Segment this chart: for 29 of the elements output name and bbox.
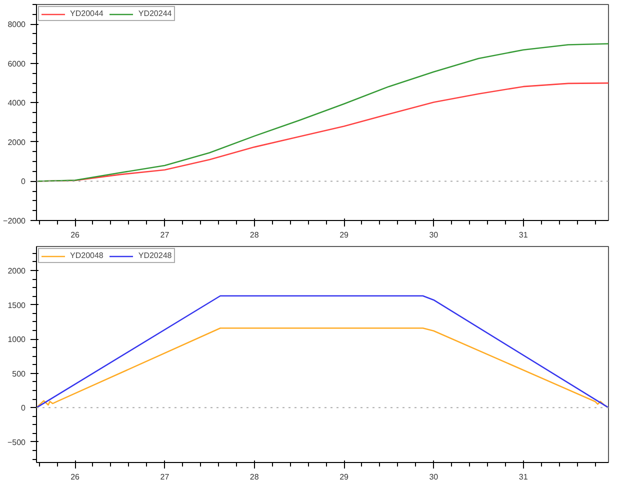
x-tick-label: 31 bbox=[518, 472, 528, 482]
legend-label: YD20048 bbox=[70, 251, 104, 260]
y-tick-label: 8000 bbox=[8, 20, 26, 30]
y-tick-label: 2000 bbox=[8, 266, 26, 276]
y-tick-label: 500 bbox=[12, 369, 26, 378]
y-tick-label: −2000 bbox=[3, 216, 26, 226]
x-tick-label: 29 bbox=[340, 230, 350, 240]
y-tick-label: −500 bbox=[7, 438, 26, 447]
y-tick-label: 0 bbox=[21, 177, 26, 186]
x-tick-label: 31 bbox=[518, 230, 528, 240]
x-tick-label: 27 bbox=[160, 230, 170, 240]
legend-label: YD20248 bbox=[138, 251, 172, 260]
y-tick-label: 0 bbox=[21, 404, 26, 413]
x-tick-label: 28 bbox=[250, 472, 260, 482]
y-tick-label: 6000 bbox=[8, 59, 26, 68]
legend-label: YD20244 bbox=[138, 9, 172, 18]
y-tick-label: 1500 bbox=[8, 300, 26, 310]
x-tick-label: 26 bbox=[70, 230, 80, 240]
y-tick-label: 1000 bbox=[8, 335, 26, 344]
x-tick-label: 28 bbox=[250, 230, 260, 240]
legend-label: YD20044 bbox=[70, 9, 104, 18]
y-tick-label: 4000 bbox=[8, 98, 26, 108]
x-tick-label: 27 bbox=[160, 472, 170, 482]
x-tick-label: 30 bbox=[429, 472, 439, 482]
x-tick-label: 26 bbox=[70, 472, 80, 482]
x-tick-label: 29 bbox=[340, 472, 350, 482]
y-tick-label: 2000 bbox=[8, 138, 26, 147]
x-tick-label: 30 bbox=[429, 230, 439, 240]
line-series bbox=[36, 43, 608, 182]
